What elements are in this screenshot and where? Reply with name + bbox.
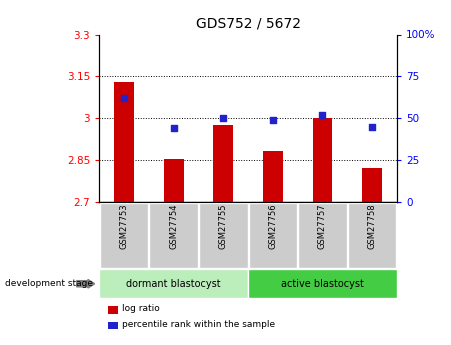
FancyBboxPatch shape: [199, 203, 248, 268]
Title: GDS752 / 5672: GDS752 / 5672: [196, 17, 300, 31]
FancyBboxPatch shape: [348, 203, 396, 268]
Text: GSM27758: GSM27758: [368, 204, 377, 249]
Text: GSM27754: GSM27754: [169, 204, 178, 249]
Text: GSM27756: GSM27756: [268, 204, 277, 249]
Bar: [362, 168, 382, 202]
Bar: [263, 151, 283, 202]
Point: [120, 95, 128, 101]
FancyBboxPatch shape: [100, 203, 148, 268]
Text: active blastocyst: active blastocyst: [281, 279, 364, 289]
Text: percentile rank within the sample: percentile rank within the sample: [122, 320, 275, 329]
Bar: [213, 125, 233, 202]
Point: [170, 126, 177, 131]
FancyBboxPatch shape: [248, 269, 397, 298]
Text: log ratio: log ratio: [122, 304, 160, 313]
Bar: [313, 118, 332, 202]
Text: GSM27755: GSM27755: [219, 204, 228, 249]
Point: [220, 116, 227, 121]
Point: [319, 112, 326, 118]
FancyBboxPatch shape: [298, 203, 347, 268]
Bar: [114, 82, 134, 202]
Point: [269, 117, 276, 122]
FancyBboxPatch shape: [249, 203, 297, 268]
Text: GSM27757: GSM27757: [318, 204, 327, 249]
Text: development stage: development stage: [5, 279, 92, 288]
Text: dormant blastocyst: dormant blastocyst: [126, 279, 221, 289]
FancyBboxPatch shape: [149, 203, 198, 268]
Point: [368, 124, 376, 129]
FancyBboxPatch shape: [99, 269, 248, 298]
Bar: [164, 159, 184, 202]
Text: GSM27753: GSM27753: [120, 204, 129, 249]
